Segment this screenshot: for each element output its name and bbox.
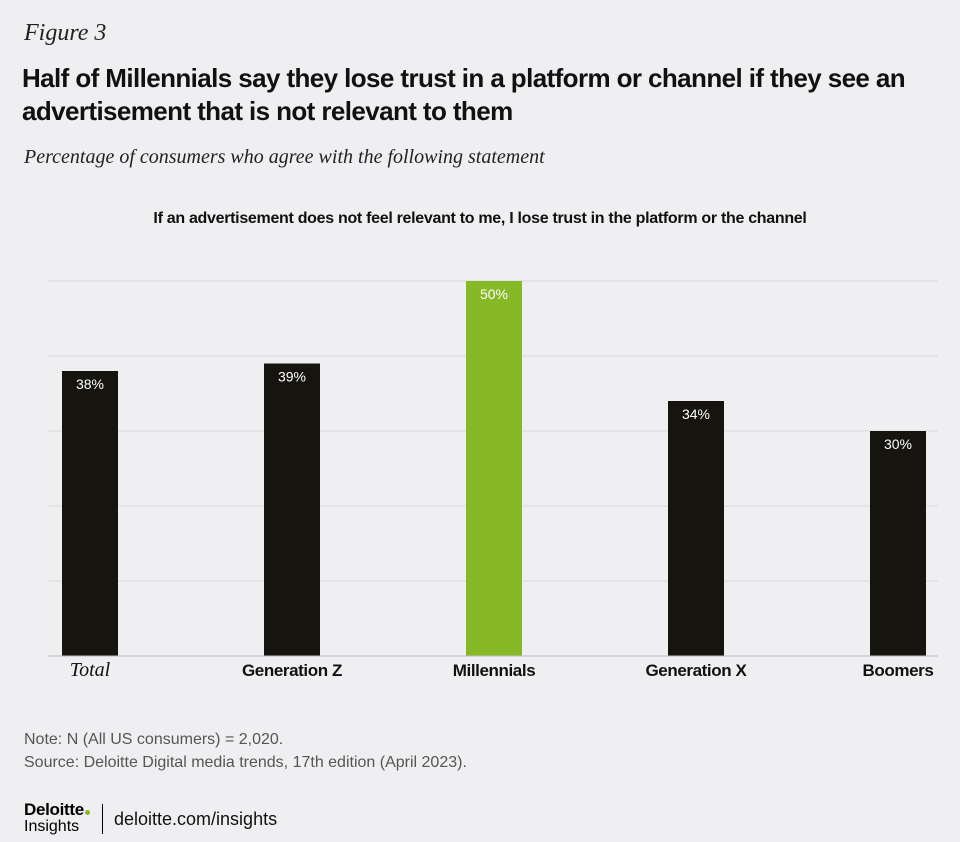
chart-headline: Half of Millennials say they lose trust …: [22, 63, 906, 126]
x-tick-label: Total: [70, 659, 111, 681]
notes: Note: N (All US consumers) = 2,020. Sour…: [24, 728, 467, 774]
bar-generation-x: [668, 401, 724, 656]
bar-boomers: [870, 431, 926, 656]
footer-divider: [102, 804, 103, 834]
x-tick-label: Boomers: [863, 661, 934, 680]
brand-sub: Insights: [24, 818, 80, 835]
data-label: 38%: [76, 376, 104, 392]
brand-name: Deloitte: [24, 800, 84, 819]
bar-total: [62, 371, 118, 656]
source-text: Source: Deloitte Digital media trends, 1…: [24, 754, 467, 771]
note-text: Note: N (All US consumers) = 2,020.: [24, 731, 284, 748]
bar-millennials: [466, 281, 522, 656]
chart-subtitle: Percentage of consumers who agree with t…: [24, 146, 545, 168]
x-tick-label: Generation X: [645, 661, 747, 680]
data-label: 34%: [682, 406, 710, 422]
deloitte-logo: Deloitte: [24, 800, 90, 820]
data-label: 30%: [884, 436, 912, 452]
data-label: 39%: [278, 369, 306, 385]
x-tick-label: Millennials: [453, 661, 536, 680]
bar-generation-z: [264, 363, 320, 656]
data-label: 50%: [480, 286, 508, 302]
x-tick-label: Generation Z: [242, 661, 342, 680]
logo-dot-icon: [84, 810, 90, 815]
footer-link[interactable]: deloitte.com/insights: [114, 809, 278, 829]
figure-label: Figure 3: [24, 20, 107, 46]
chart-title: If an advertisement does not feel releva…: [153, 210, 807, 227]
